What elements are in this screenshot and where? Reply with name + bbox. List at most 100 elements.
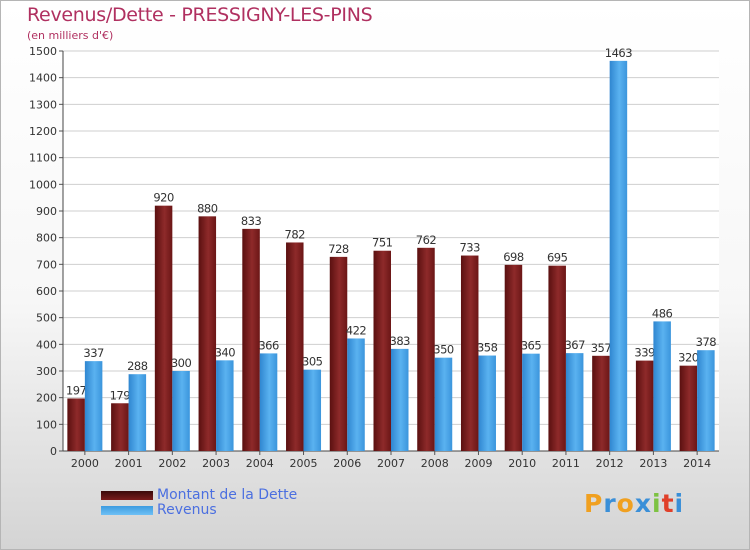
bar-revenue bbox=[565, 353, 584, 451]
y-tick-label: 700 bbox=[36, 258, 57, 271]
bar-revenue bbox=[434, 357, 453, 451]
bar-revenue bbox=[391, 348, 409, 451]
bar-debt bbox=[154, 205, 173, 451]
value-label-debt: 762 bbox=[416, 233, 437, 247]
bar-revenue bbox=[478, 355, 496, 451]
bar-debt bbox=[592, 355, 610, 451]
x-tick-label: 2001 bbox=[115, 457, 143, 470]
logo-letter: o bbox=[616, 489, 635, 518]
value-label-debt: 782 bbox=[285, 227, 306, 241]
bar-revenue bbox=[84, 361, 103, 451]
x-tick-label: 2006 bbox=[333, 457, 361, 470]
bar-debt bbox=[373, 250, 391, 451]
bar-debt bbox=[417, 247, 435, 451]
bar-revenue bbox=[128, 374, 147, 451]
bar-debt bbox=[460, 255, 479, 451]
x-tick-label: 2002 bbox=[158, 457, 186, 470]
y-tick-label: 300 bbox=[36, 365, 57, 378]
x-tick-label: 2009 bbox=[464, 457, 492, 470]
x-tick-label: 2004 bbox=[246, 457, 274, 470]
value-label-revenue: 340 bbox=[215, 345, 236, 359]
bar-debt bbox=[286, 242, 304, 451]
value-label-revenue: 365 bbox=[521, 339, 542, 353]
x-tick-label: 2013 bbox=[639, 457, 667, 470]
value-label-debt: 698 bbox=[503, 250, 524, 264]
value-label-revenue: 486 bbox=[652, 306, 673, 320]
x-tick-label: 2007 bbox=[377, 457, 405, 470]
y-tick-label: 900 bbox=[36, 205, 57, 218]
value-label-debt: 320 bbox=[678, 351, 699, 365]
value-label-revenue: 366 bbox=[258, 338, 279, 352]
value-label-debt: 920 bbox=[153, 191, 174, 205]
value-label-debt: 751 bbox=[372, 236, 393, 250]
bar-debt bbox=[111, 403, 129, 451]
logo-letter: x bbox=[634, 489, 652, 518]
x-tick-label: 2011 bbox=[552, 457, 580, 470]
y-tick-label: 1200 bbox=[29, 125, 57, 138]
value-label-debt: 695 bbox=[547, 251, 568, 265]
logo-letter: t bbox=[661, 489, 675, 518]
x-tick-label: 2010 bbox=[508, 457, 536, 470]
value-label-revenue: 367 bbox=[564, 338, 585, 352]
bar-debt bbox=[198, 216, 217, 451]
x-tick-label: 2014 bbox=[683, 457, 711, 470]
bar-debt bbox=[635, 360, 654, 451]
bar-debt bbox=[679, 365, 698, 451]
value-label-revenue: 1463 bbox=[605, 46, 632, 60]
bar-revenue bbox=[522, 353, 540, 451]
bar-revenue bbox=[303, 369, 322, 451]
bar-revenue bbox=[609, 60, 628, 451]
bar-revenue bbox=[697, 350, 715, 451]
y-tick-label: 200 bbox=[36, 392, 57, 405]
y-tick-label: 600 bbox=[36, 285, 57, 298]
value-label-revenue: 305 bbox=[302, 355, 323, 369]
legend-swatch-debt bbox=[101, 491, 153, 500]
y-tick-label: 1100 bbox=[29, 152, 57, 165]
proxiti-logo: Proxiti bbox=[584, 489, 684, 518]
value-label-debt: 733 bbox=[459, 241, 480, 255]
bar-debt bbox=[67, 398, 85, 451]
value-label-debt: 357 bbox=[591, 341, 612, 355]
x-tick-label: 2008 bbox=[421, 457, 449, 470]
logo-letter: i bbox=[674, 489, 685, 518]
bar-revenue bbox=[216, 360, 234, 451]
y-tick-label: 100 bbox=[36, 418, 57, 431]
legend-label-revenue: Revenus bbox=[157, 502, 217, 518]
value-label-revenue: 288 bbox=[127, 359, 148, 373]
value-label-revenue: 383 bbox=[390, 334, 411, 348]
logo-letter: i bbox=[652, 489, 662, 518]
chart-subtitle: (en milliers d'€) bbox=[27, 29, 114, 42]
legend-swatch-revenue bbox=[101, 506, 153, 515]
value-label-revenue: 378 bbox=[696, 335, 717, 349]
x-tick-label: 2003 bbox=[202, 457, 230, 470]
y-tick-label: 0 bbox=[50, 445, 57, 458]
value-label-debt: 833 bbox=[241, 214, 262, 228]
y-tick-label: 800 bbox=[36, 232, 57, 245]
bar-debt bbox=[329, 256, 348, 451]
value-label-debt: 339 bbox=[634, 346, 655, 360]
value-label-revenue: 358 bbox=[477, 341, 498, 355]
value-label-debt: 197 bbox=[66, 383, 87, 397]
bar-debt bbox=[504, 264, 523, 451]
x-tick-label: 2005 bbox=[290, 457, 318, 470]
y-tick-label: 1000 bbox=[29, 178, 57, 191]
value-label-revenue: 422 bbox=[346, 323, 367, 337]
bar-revenue bbox=[653, 321, 671, 451]
logo-letter: P bbox=[584, 489, 604, 518]
value-label-debt: 880 bbox=[197, 201, 218, 215]
value-label-revenue: 337 bbox=[83, 346, 104, 360]
x-tick-label: 2000 bbox=[71, 457, 99, 470]
y-tick-label: 500 bbox=[36, 312, 57, 325]
logo-letter: r bbox=[603, 489, 617, 518]
value-label-revenue: 350 bbox=[433, 343, 454, 357]
y-tick-label: 400 bbox=[36, 338, 57, 351]
bar-revenue bbox=[347, 338, 365, 451]
value-label-debt: 728 bbox=[328, 242, 349, 256]
x-tick-label: 2012 bbox=[596, 457, 624, 470]
bar-revenue bbox=[172, 371, 190, 451]
bar-revenue bbox=[259, 353, 278, 451]
bar-debt bbox=[548, 265, 566, 451]
y-tick-label: 1300 bbox=[29, 98, 57, 111]
